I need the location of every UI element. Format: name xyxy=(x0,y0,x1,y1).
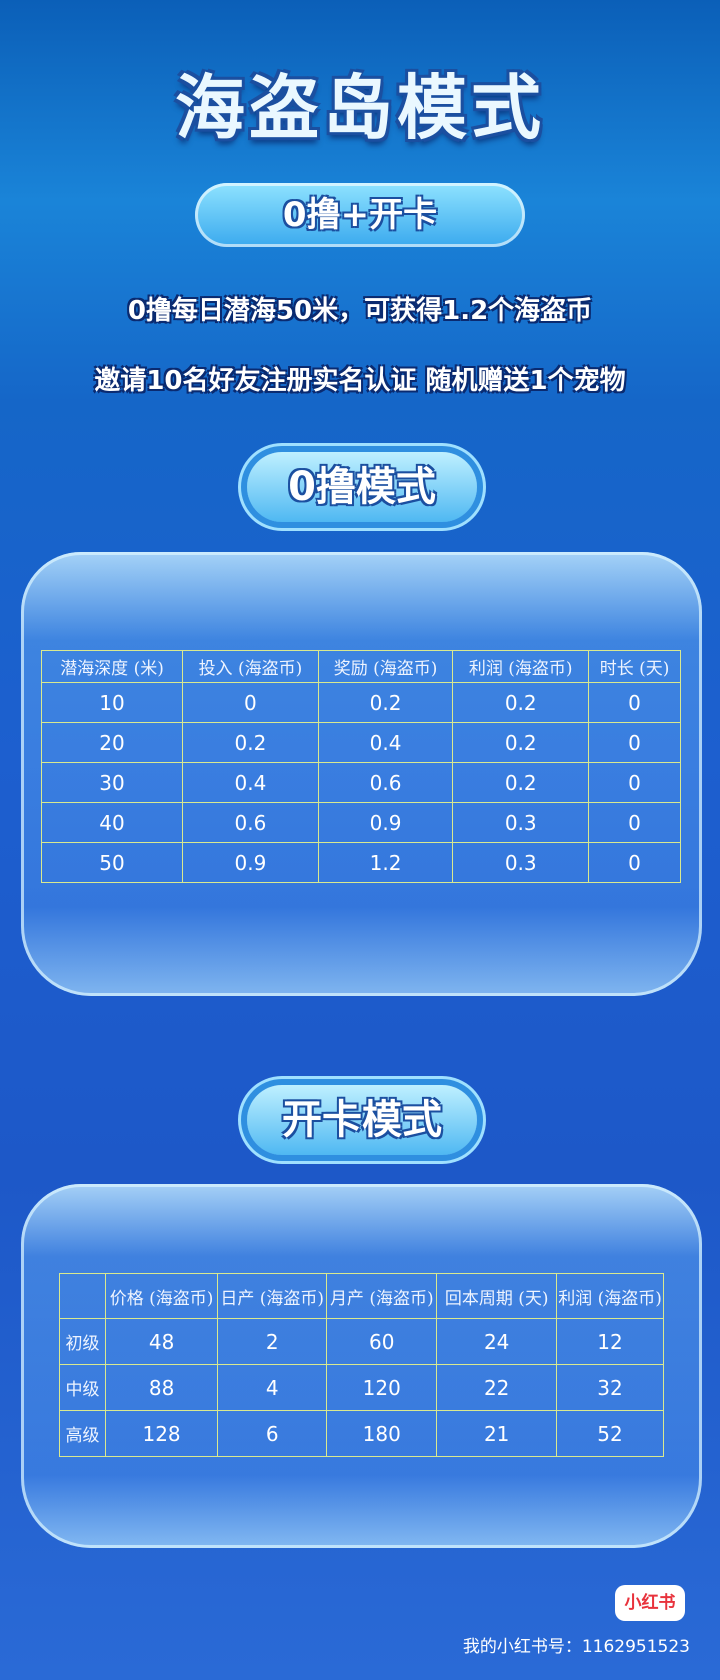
cell: 40 xyxy=(40,802,184,843)
cell: 0 xyxy=(588,722,681,763)
cell: 128 xyxy=(104,1410,219,1457)
cell: 22 xyxy=(436,1364,558,1411)
cell: 0 xyxy=(588,762,681,803)
row: 30 0.4 0.6 0.2 0 xyxy=(40,762,681,803)
row: 初级 48 2 60 24 12 xyxy=(59,1318,664,1365)
cell: 120 xyxy=(326,1364,438,1411)
corner-cell xyxy=(59,1273,106,1319)
cell: 0.3 xyxy=(452,802,590,843)
header-cell: 潜海深度 (米) xyxy=(40,650,184,683)
section-title: 开卡模式 xyxy=(247,1085,477,1155)
cell: 0.3 xyxy=(452,842,590,883)
cell: 0 xyxy=(588,802,681,843)
cell: 60 xyxy=(326,1318,438,1365)
cell: 32 xyxy=(556,1364,664,1411)
header-cell: 价格 (海盗币) xyxy=(104,1273,219,1319)
cell: 52 xyxy=(556,1410,664,1457)
cell: 1.2 xyxy=(317,842,454,883)
header-cell: 时长 (天) xyxy=(588,650,681,683)
row: 50 0.9 1.2 0.3 0 xyxy=(40,842,681,883)
info-line: 0撸每日潜海50米，可获得1.2个海盗币 xyxy=(127,296,593,326)
row: 20 0.2 0.4 0.2 0 xyxy=(40,722,681,763)
cell: 高级 xyxy=(59,1410,106,1457)
header-row: 潜海深度 (米) 投入 (海盗币) 奖励 (海盗币) 利润 (海盗币) 时长 (天) xyxy=(40,650,681,683)
logo: 小红书 xyxy=(615,1585,685,1621)
cell: 0 xyxy=(182,682,319,723)
cell: 0.9 xyxy=(317,802,454,843)
header-cell: 利润 (海盗币) xyxy=(556,1273,664,1319)
header-cell: 投入 (海盗币) xyxy=(182,650,319,683)
cell: 0.2 xyxy=(452,722,590,763)
header-cell: 利润 (海盗币) xyxy=(452,650,590,683)
cell: 0.2 xyxy=(317,682,454,723)
cell: 4 xyxy=(217,1364,328,1411)
row: 40 0.6 0.9 0.3 0 xyxy=(40,802,681,843)
row: 中级 88 4 120 22 32 xyxy=(59,1364,664,1411)
cell: 0.4 xyxy=(182,762,319,803)
header-cell: 日产 (海盗币) xyxy=(217,1273,328,1319)
cell: 20 xyxy=(40,722,184,763)
cell: 2 xyxy=(217,1318,328,1365)
table: 价格 (海盗币) 日产 (海盗币) 月产 (海盗币) 回本周期 (天) 利润 (海盗币)… xyxy=(59,1273,664,1457)
cell: 0.2 xyxy=(182,722,319,763)
cell: 180 xyxy=(326,1410,438,1457)
cell: 30 xyxy=(40,762,184,803)
cell: 24 xyxy=(436,1318,558,1365)
cell: 10 xyxy=(40,682,184,723)
title: 海盗岛模式 xyxy=(175,67,545,149)
header-cell: 奖励 (海盗币) xyxy=(317,650,454,683)
cell: 0.2 xyxy=(452,762,590,803)
info-line: 邀请10名好友注册实名认证 随机赠送1个宠物 xyxy=(94,366,626,396)
header-row: 价格 (海盗币) 日产 (海盗币) 月产 (海盗币) 回本周期 (天) 利润 (海盗币) xyxy=(59,1273,664,1319)
cell: 48 xyxy=(104,1318,219,1365)
cell: 中级 xyxy=(59,1364,106,1411)
header-cell: 回本周期 (天) xyxy=(436,1273,558,1319)
row: 高级 128 6 180 21 52 xyxy=(59,1410,664,1457)
cell: 0 xyxy=(588,842,681,883)
account: 我的小红书号：1162951523 xyxy=(462,1637,690,1657)
cell: 0.6 xyxy=(182,802,319,843)
cell: 50 xyxy=(40,842,184,883)
header-cell: 月产 (海盗币) xyxy=(326,1273,438,1319)
cell: 0.4 xyxy=(317,722,454,763)
cell: 初级 xyxy=(59,1318,106,1365)
cell: 6 xyxy=(217,1410,328,1457)
badge: 0撸+开卡 xyxy=(195,183,525,247)
section-title: 0撸模式 xyxy=(247,452,477,522)
cell: 88 xyxy=(104,1364,219,1411)
cell: 0 xyxy=(588,682,681,723)
cell: 21 xyxy=(436,1410,558,1457)
cell: 0.2 xyxy=(452,682,590,723)
row: 10 0 0.2 0.2 0 xyxy=(40,682,681,723)
cell: 0.9 xyxy=(182,842,319,883)
table: 潜海深度 (米) 投入 (海盗币) 奖励 (海盗币) 利润 (海盗币) 时长 (天) 10… xyxy=(40,650,681,883)
cell: 0.6 xyxy=(317,762,454,803)
cell: 12 xyxy=(556,1318,664,1365)
